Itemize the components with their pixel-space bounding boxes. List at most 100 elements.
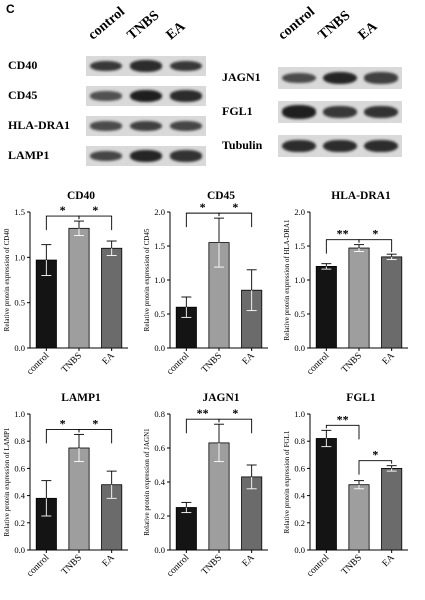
lane-label-tnbs: TNBS	[315, 8, 354, 44]
y-axis-label: Relative protein expression of FGL1	[283, 430, 291, 533]
significance-bracket	[78, 215, 113, 231]
significance-bracket	[358, 460, 393, 475]
blot-band	[89, 121, 123, 131]
significance-label: *	[92, 203, 98, 217]
y-tick-label: 0.2	[154, 511, 165, 521]
bar-control	[315, 438, 337, 551]
bar-chart-jagn1: JAGN1 Relative protein expression of JAGN…	[143, 392, 268, 579]
significance-label: **	[197, 406, 209, 420]
y-tick-label: 0.0	[154, 343, 165, 353]
y-tick-label: 0.5	[294, 309, 305, 319]
bar-tnbs	[348, 484, 370, 551]
blot-band	[281, 105, 316, 119]
y-tick-label: 0.4	[294, 491, 305, 501]
chart-title: FGL1	[346, 392, 376, 404]
significance-bracket	[325, 424, 360, 440]
significance-label: *	[232, 200, 238, 214]
y-tick-label: 1.0	[14, 252, 25, 262]
y-tick-label: 1.0	[154, 275, 165, 285]
x-tick-label: EA	[381, 351, 397, 367]
y-tick-label: 1.5	[154, 241, 165, 251]
y-tick-label: 0.0	[294, 343, 305, 353]
blot-band	[169, 60, 203, 72]
significance-label: *	[200, 200, 206, 214]
bar-ea	[381, 468, 403, 551]
blot-band	[323, 71, 357, 85]
lane-label-control: control	[85, 4, 128, 44]
y-tick-label: 0.6	[154, 443, 165, 453]
blot-strip-cd45	[86, 86, 206, 106]
x-tick-label: control	[25, 351, 51, 377]
blot-band	[364, 139, 399, 153]
significance-bracket	[358, 239, 393, 253]
bar-chart-cd40: CD40 Relative protein expression of CD40 0…	[3, 190, 128, 377]
x-tick-label: TNBS	[340, 553, 364, 577]
bar-tnbs	[68, 227, 90, 349]
lane-label-ea: EA	[355, 19, 381, 44]
y-axis-label: Relative protein expression of HLA-DRA1	[283, 219, 291, 340]
x-tick-label: EA	[241, 553, 257, 569]
blot-strip-fgl1	[278, 101, 402, 123]
chart-title: LAMP1	[61, 392, 101, 404]
y-tick-label: 1.5	[14, 207, 25, 217]
chart-title: HLA-DRA1	[331, 190, 391, 202]
blot-band	[169, 150, 203, 162]
significance-label: *	[60, 203, 66, 217]
bar-control	[175, 507, 197, 551]
y-axis-label: Relative protein expression of CD40	[3, 228, 11, 331]
y-tick-label: 1.0	[294, 275, 305, 285]
blot-band	[364, 72, 399, 84]
blot-strip-lamp1	[86, 146, 206, 166]
blot-band	[89, 60, 123, 72]
y-tick-label: 0.8	[154, 409, 165, 419]
blot-row-label-lamp1: LAMP1	[8, 148, 50, 162]
y-tick-label: 0.0	[14, 343, 25, 353]
blot-row-label-jagn1: JAGN1	[222, 70, 261, 84]
x-tick-label: TNBS	[200, 553, 224, 577]
blot-band	[281, 139, 316, 153]
blot-strip-cd40	[86, 56, 206, 76]
blot-strip-jagn1	[278, 67, 402, 89]
x-tick-label: control	[165, 351, 191, 377]
blot-band	[129, 150, 163, 162]
blot-band	[323, 106, 357, 118]
y-tick-label: 0.2	[14, 518, 25, 528]
y-tick-label: 0.0	[294, 545, 305, 555]
blot-band	[129, 60, 163, 72]
lane-label-tnbs: TNBS	[124, 8, 163, 44]
chart-title: CD40	[67, 190, 95, 202]
x-tick-label: control	[305, 351, 331, 377]
y-tick-label: 0.0	[14, 545, 25, 555]
lane-label-control: control	[275, 4, 318, 44]
bar-chart-hla-dra1: HLA-DRA1 Relative protein expression of H…	[283, 190, 408, 377]
bar-ea	[101, 247, 123, 349]
blot-row-label-cd45: CD45	[8, 88, 38, 102]
x-tick-label: TNBS	[60, 553, 84, 577]
blot-row-label-fgl1: FGL1	[222, 104, 253, 118]
significance-bracket	[185, 418, 220, 434]
y-tick-label: 1.0	[14, 409, 25, 419]
bar-ea	[381, 256, 403, 349]
chart-title: JAGN1	[202, 392, 239, 404]
blot-band	[364, 105, 399, 119]
y-axis-label: Relative protein expression of CD45	[143, 228, 151, 331]
y-tick-label: 0.6	[294, 463, 305, 473]
bar-control	[315, 266, 337, 349]
significance-label: *	[372, 227, 378, 241]
significance-label: *	[232, 406, 238, 420]
y-axis-label: Relative protein expression of JAGN1	[143, 428, 151, 536]
significance-label: *	[92, 416, 98, 430]
x-tick-label: control	[25, 553, 51, 579]
x-tick-label: EA	[381, 553, 397, 569]
x-tick-label: control	[165, 553, 191, 579]
y-tick-label: 1.0	[294, 409, 305, 419]
significance-bracket	[78, 428, 113, 444]
blot-band	[89, 150, 123, 161]
bar-tnbs	[68, 447, 90, 551]
y-tick-label: 0.6	[14, 463, 25, 473]
y-tick-label: 0.5	[154, 309, 165, 319]
x-tick-label: EA	[101, 351, 117, 367]
significance-label: **	[337, 412, 349, 426]
significance-label: **	[337, 227, 349, 241]
y-tick-label: 0.8	[294, 436, 305, 446]
